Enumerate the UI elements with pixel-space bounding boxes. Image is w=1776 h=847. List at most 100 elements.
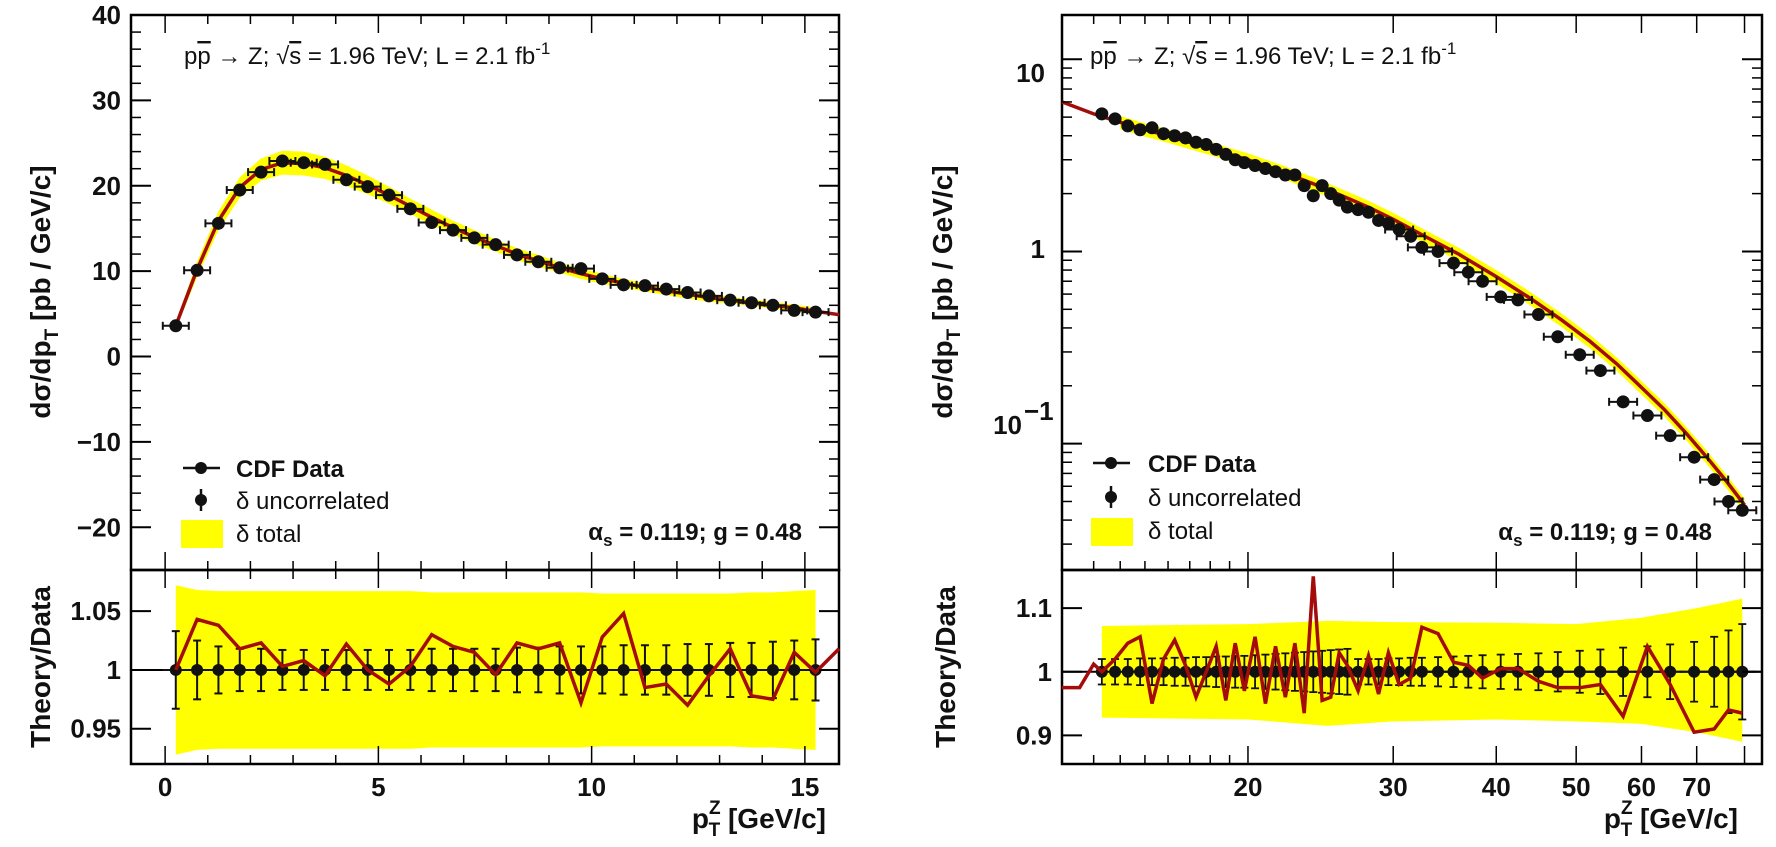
- data-point: [638, 279, 652, 293]
- right-top-legend: CDF Data δ uncorrelated δ total: [1091, 451, 1301, 546]
- theory-ratio-line: [174, 610, 841, 709]
- left-top-params: αs = 0.119; g = 0.48: [588, 519, 802, 550]
- right-ratio-ylabel: Theory/Data: [930, 586, 961, 748]
- left-top-ytick-label: 40: [92, 0, 121, 30]
- data-point: [339, 173, 353, 187]
- data-point: [809, 305, 823, 319]
- data-point: [1446, 256, 1460, 270]
- legend-label-total: δ total: [236, 521, 301, 548]
- ratio-point: [574, 663, 587, 676]
- ratio-point: [617, 663, 630, 676]
- data-point: [745, 296, 759, 310]
- data-point: [1531, 307, 1545, 321]
- right-xtick-label: 70: [1682, 772, 1711, 802]
- legend-label-uncorrelated: δ uncorrelated: [236, 488, 389, 515]
- data-point: [681, 286, 695, 299]
- data-point: [1108, 112, 1122, 126]
- left-xtick-label: 5: [371, 772, 385, 802]
- data-point: [403, 202, 417, 216]
- data-point: [787, 303, 801, 317]
- legend-marker-swatch: [1105, 491, 1117, 503]
- right-ratio-frame: [1060, 568, 1764, 766]
- right-xtick-label: 30: [1379, 772, 1408, 802]
- data-point: [1237, 156, 1251, 170]
- data-point: [531, 255, 545, 269]
- left-ratio-ytick-label: 0.95: [70, 714, 121, 744]
- ratio-point: [553, 663, 566, 676]
- ratio-point: [1532, 665, 1545, 678]
- ratio-point: [1594, 665, 1607, 678]
- legend-label-data: CDF Data: [1148, 451, 1257, 478]
- ratio-point: [212, 663, 225, 676]
- data-point: [1735, 503, 1749, 517]
- data-point: [1551, 330, 1565, 344]
- ratio-point: [447, 663, 460, 676]
- data-point: [1248, 159, 1262, 173]
- ratio-point: [191, 663, 204, 676]
- ratio-point: [1249, 665, 1262, 678]
- data-point: [1494, 290, 1508, 304]
- data-point: [1431, 244, 1445, 258]
- left-top-ytick-label: 0: [107, 342, 121, 372]
- ratio-point: [766, 663, 779, 676]
- ratio-point: [1134, 665, 1147, 678]
- theory-curve: [1061, 100, 1746, 506]
- legend-fill-swatch: [1091, 518, 1133, 546]
- data-point: [1640, 409, 1654, 423]
- ratio-point: [1307, 665, 1320, 678]
- data-point: [1133, 123, 1147, 137]
- theory-ratio-line: [1062, 576, 1743, 735]
- data-point: [1219, 147, 1233, 161]
- data-point: [510, 248, 524, 262]
- data-point: [254, 165, 268, 179]
- data-point: [1722, 494, 1735, 508]
- right-xtick-label: 40: [1482, 772, 1511, 802]
- ratio-point: [724, 663, 737, 676]
- data-point: [211, 216, 225, 230]
- data-point: [1306, 189, 1320, 203]
- ratio-point: [1109, 665, 1122, 678]
- left-ratio-ytick-label: 1.05: [70, 596, 121, 626]
- data-point: [1179, 131, 1193, 145]
- ratio-point: [255, 663, 268, 676]
- data-point: [1404, 229, 1418, 243]
- left-xtick-label: 10: [577, 772, 606, 802]
- right-ratio-ytick-label: 1: [1038, 657, 1052, 687]
- right-xtick-label: 20: [1234, 772, 1263, 802]
- right-top-ytick-label: 10: [1016, 58, 1045, 88]
- data-point: [1351, 203, 1365, 217]
- ratio-point: [1551, 665, 1564, 678]
- data-point: [1157, 127, 1171, 141]
- ratio-point: [788, 663, 801, 676]
- left-ratio-frame: [129, 568, 841, 766]
- legend-label-uncorrelated: δ uncorrelated: [1148, 485, 1301, 512]
- left-top-legend: CDF Data δ uncorrelated δ total: [181, 456, 389, 548]
- data-point: [1707, 473, 1721, 487]
- data-point: [1288, 168, 1302, 182]
- data-point: [1663, 429, 1677, 443]
- legend-marker-swatch: [195, 494, 207, 506]
- left-top-ylabel: dσ/dpT [pb / GeV/c]: [25, 165, 63, 418]
- left-xlabel: pZ T [GeV/c]: [692, 798, 826, 841]
- data-point: [190, 263, 204, 277]
- left-top-ytick-label: −10: [77, 427, 121, 457]
- data-point: [723, 293, 737, 307]
- legend-label-data: CDF Data: [236, 456, 345, 483]
- data-point: [297, 156, 311, 170]
- data-point: [446, 223, 460, 237]
- data-point: [1573, 348, 1587, 362]
- left-top-ytick-label: 10: [92, 256, 121, 286]
- right-ratio-ytick-label: 1.1: [1016, 593, 1052, 623]
- left-ratio-ylabel: Theory/Data: [25, 586, 56, 748]
- data-point: [275, 154, 289, 168]
- ratio-point: [468, 663, 481, 676]
- left-top-frame: [129, 13, 841, 572]
- ratio-point: [1415, 665, 1428, 678]
- right-xtick-label: 60: [1627, 772, 1656, 802]
- ratio-point: [596, 663, 609, 676]
- data-point: [574, 262, 588, 276]
- data-point: [617, 278, 631, 292]
- ratio-point: [1121, 665, 1134, 678]
- data-point: [233, 183, 247, 197]
